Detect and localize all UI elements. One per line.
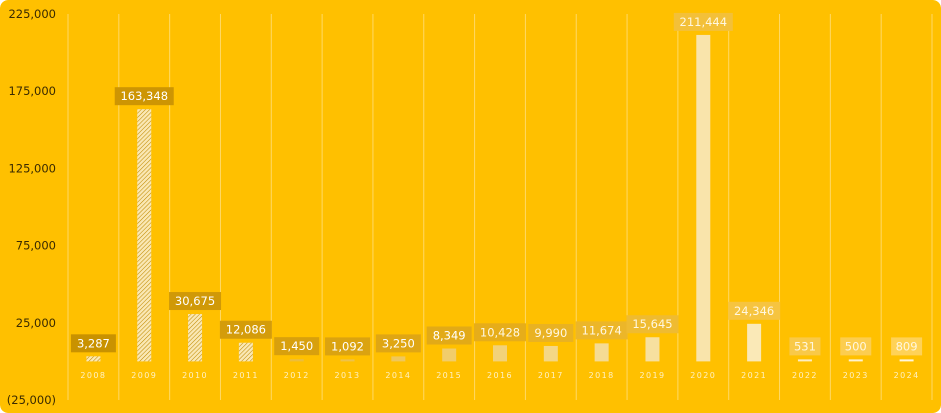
x-tick-label: 2022 (792, 371, 818, 380)
y-tick-label: 75,000 (16, 239, 56, 253)
bar-hatch (188, 314, 203, 362)
data-label-box (325, 337, 371, 356)
bar (442, 348, 457, 362)
x-tick-label: 2015 (436, 371, 462, 380)
x-tick-label: 2009 (131, 371, 157, 380)
bar (594, 343, 609, 362)
bar (391, 356, 406, 362)
data-label-box (274, 337, 320, 356)
bar (696, 34, 711, 362)
data-label: 163,348 (120, 89, 168, 103)
data-label-box (169, 292, 222, 311)
data-label-box (426, 326, 472, 345)
x-tick-label: 2024 (894, 371, 920, 380)
x-tick-label: 2008 (80, 371, 106, 380)
bar (543, 345, 558, 362)
data-label: 1,450 (280, 339, 313, 353)
data-label: 531 (794, 339, 816, 353)
data-label-box (728, 301, 781, 320)
x-tick-label: 2014 (385, 371, 411, 380)
x-tick-label: 2016 (487, 371, 513, 380)
data-label: 500 (845, 339, 867, 353)
x-tick-label: 2020 (690, 371, 716, 380)
data-label-box (673, 12, 733, 31)
y-axis: (25,000) 25,000 75,000 125,000 175,000 225,00… (7, 7, 56, 407)
data-label: 9,990 (534, 326, 567, 340)
x-tick-label: 2011 (233, 371, 259, 380)
data-label: 8,349 (433, 329, 466, 343)
data-label-box (789, 337, 821, 356)
data-label: 809 (896, 339, 918, 353)
x-axis: 2008 2009 2010 2011 2012 2013 2014 2015 2016 2017… (80, 371, 920, 380)
data-label-box (575, 321, 628, 340)
data-labels: 3,287 163,348 30,675 12,086 1,450 1,092 3,250 8… (70, 12, 923, 356)
y-tick-label: 225,000 (8, 7, 56, 21)
data-label: 3,250 (382, 336, 415, 350)
bar (340, 359, 355, 362)
x-tick-label: 2023 (843, 371, 869, 380)
bar (493, 345, 507, 362)
data-label-box (375, 334, 421, 353)
y-tick-label: 125,000 (8, 161, 56, 175)
data-label: 211,444 (680, 15, 728, 29)
x-tick-label: 2017 (538, 371, 564, 380)
bar (899, 359, 914, 362)
bar-hatch (137, 109, 152, 362)
data-label: 15,645 (632, 317, 672, 331)
data-label: 1,092 (331, 339, 364, 353)
x-tick-label: 2012 (284, 371, 310, 380)
data-label: 12,086 (226, 323, 266, 337)
data-label: 10,428 (480, 325, 520, 339)
data-label-box (70, 334, 116, 353)
data-label-box (840, 337, 872, 356)
bar (645, 337, 660, 362)
data-label: 11,674 (582, 323, 622, 337)
data-label-box (891, 337, 923, 356)
bar (289, 359, 304, 362)
bar-hatch (238, 342, 253, 362)
data-label: 24,346 (734, 304, 774, 318)
y-tick-label: (25,000) (7, 393, 56, 407)
y-tick-label: 175,000 (8, 84, 56, 98)
bars (86, 34, 914, 362)
bar-hatch (86, 356, 101, 362)
data-label-box (626, 315, 679, 334)
data-label: 30,675 (175, 294, 215, 308)
data-label-box (474, 323, 526, 342)
bar (797, 359, 812, 362)
data-label-box (528, 323, 574, 342)
data-label-box (219, 320, 272, 339)
x-tick-label: 2021 (741, 371, 767, 380)
bar (848, 359, 863, 362)
data-label-box (114, 87, 174, 106)
x-tick-label: 2018 (589, 371, 615, 380)
y-tick-label: 25,000 (16, 316, 56, 330)
x-tick-label: 2013 (335, 371, 361, 380)
bar (747, 323, 762, 362)
x-tick-label: 2019 (639, 371, 665, 380)
x-tick-label: 2010 (182, 371, 208, 380)
data-label: 3,287 (77, 336, 110, 350)
